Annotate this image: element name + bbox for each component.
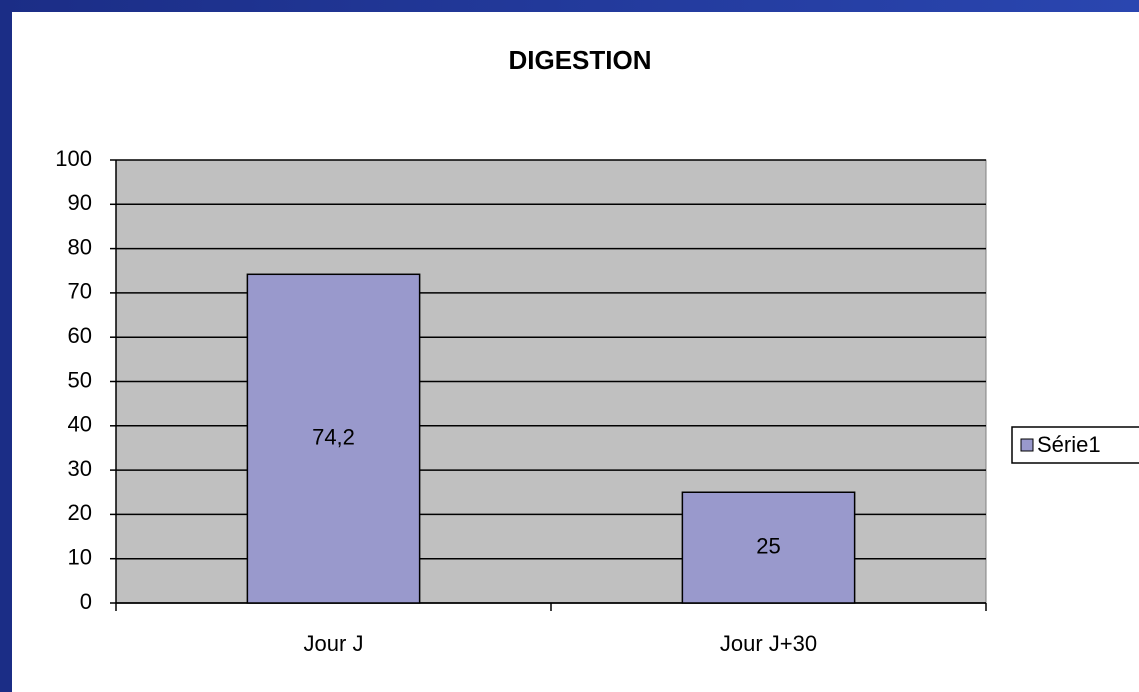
x-tick-label: Jour J+30 <box>720 631 817 656</box>
chart-title: DIGESTION <box>508 45 651 75</box>
legend-swatch <box>1020 438 1034 452</box>
y-tick-label: 0 <box>80 589 92 614</box>
bar <box>246 273 421 604</box>
y-tick-label: 30 <box>68 456 92 481</box>
y-tick-label: 40 <box>68 412 92 437</box>
y-tick-label: 100 <box>55 146 92 171</box>
data-label: 74,2 <box>312 424 355 449</box>
legend-label: Série1 <box>1037 432 1101 457</box>
data-label: 25 <box>756 533 780 558</box>
x-tick-label: Jour J <box>304 631 364 656</box>
y-tick-label: 20 <box>68 500 92 525</box>
y-tick-label: 70 <box>68 279 92 304</box>
bar <box>681 491 856 604</box>
y-tick-label: 80 <box>68 234 92 259</box>
y-tick-label: 50 <box>68 367 92 392</box>
y-tick-label: 90 <box>68 190 92 215</box>
y-tick-label: 10 <box>68 545 92 570</box>
y-tick-label: 60 <box>68 323 92 348</box>
